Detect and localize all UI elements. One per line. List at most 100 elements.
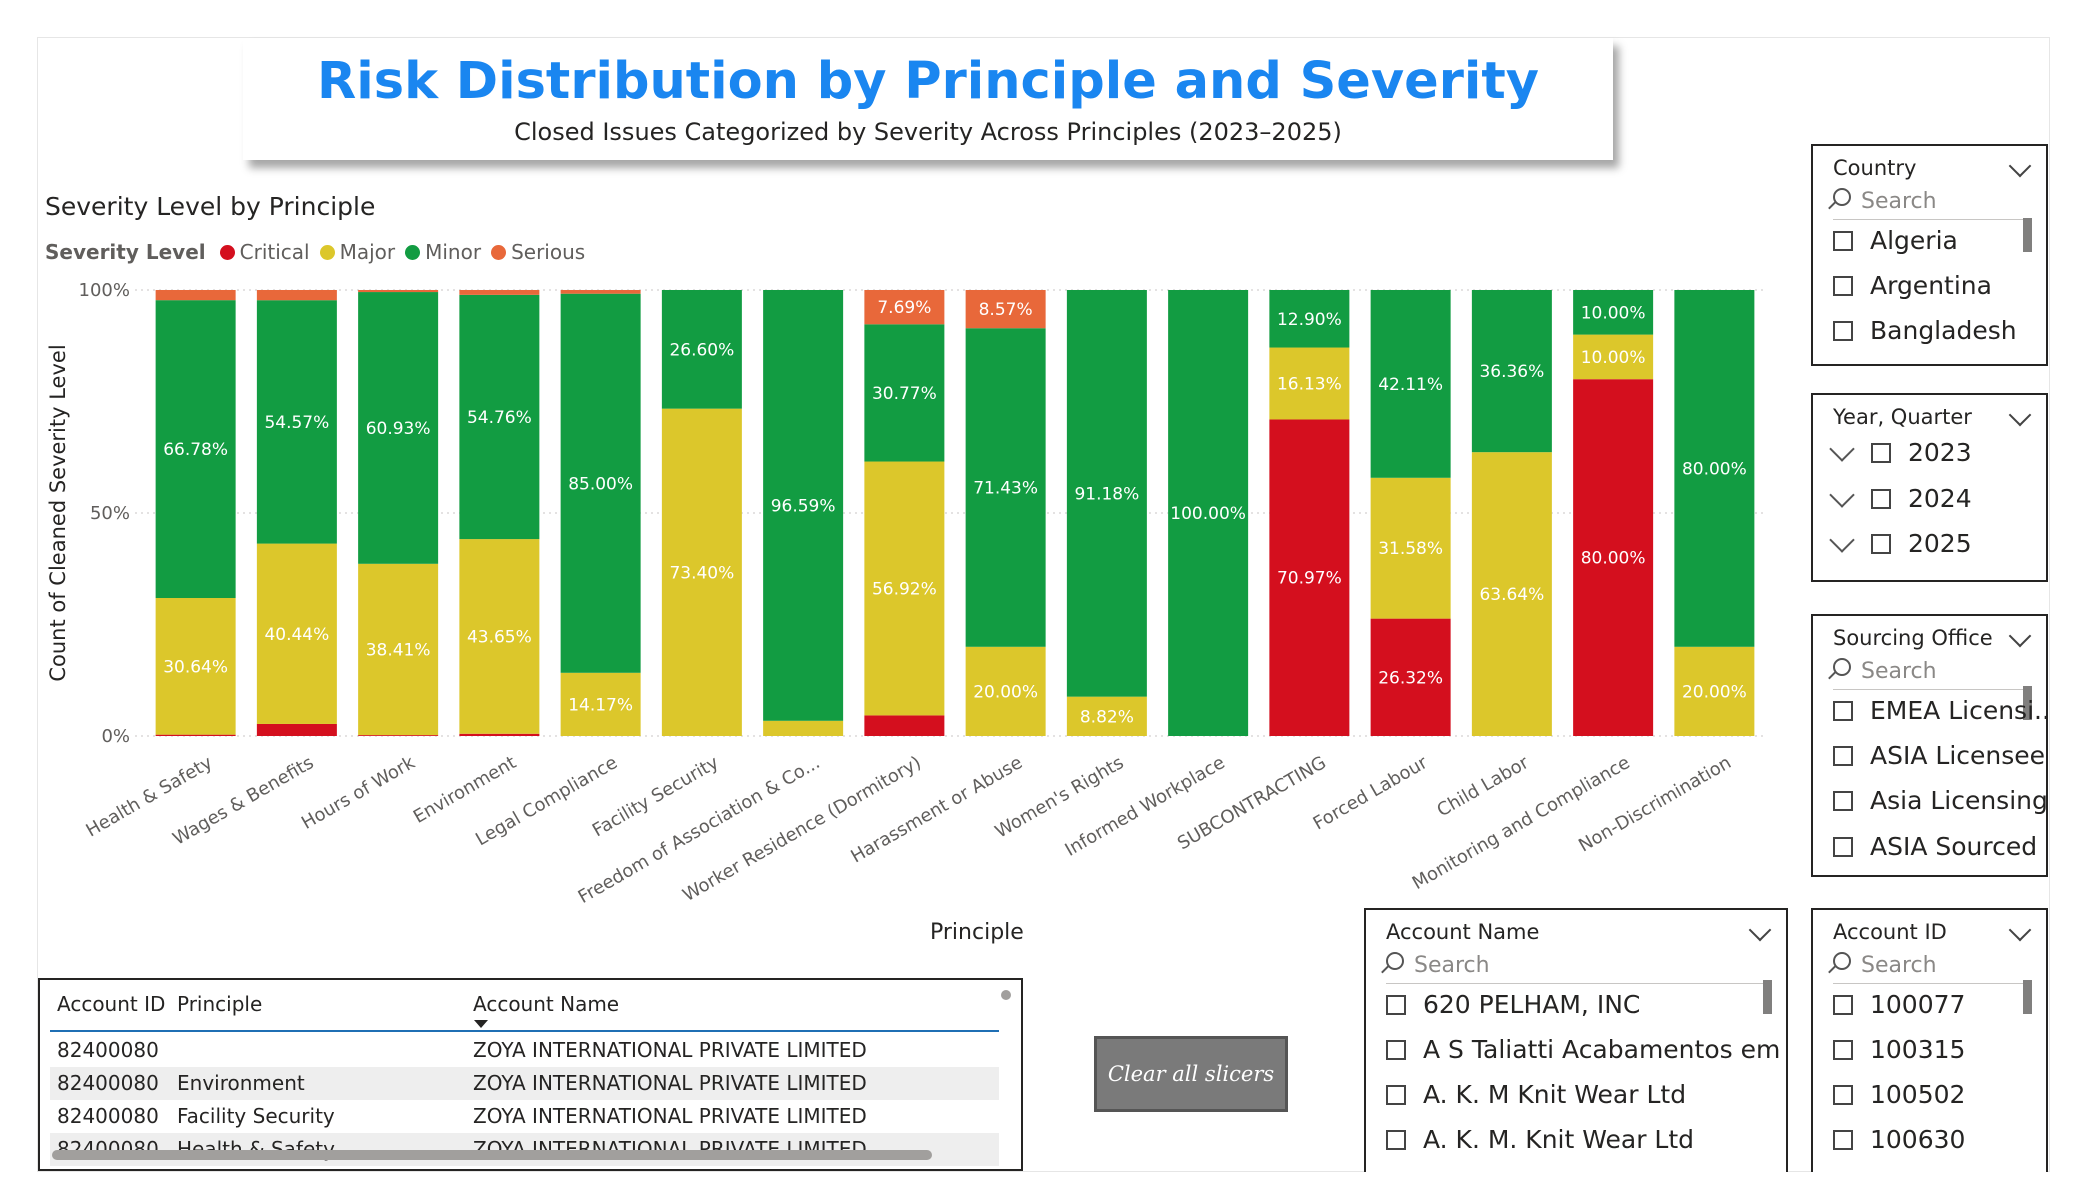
column-header-principle[interactable]: Principle xyxy=(177,992,263,1016)
header-divider xyxy=(50,1030,999,1032)
data-label: 66.78% xyxy=(163,440,228,460)
year-item-2024[interactable]: 2024 xyxy=(1829,481,1972,513)
expand-chevron-icon[interactable] xyxy=(1829,481,1855,508)
chevron-down-icon[interactable] xyxy=(2008,624,2032,648)
legend-item-major[interactable]: Major xyxy=(319,240,395,264)
scrollbar[interactable] xyxy=(1763,980,1772,1014)
account-table: Account ID Principle Account Name 824000… xyxy=(38,978,1023,1171)
data-label: 56.92% xyxy=(872,579,937,599)
legend-item-critical[interactable]: Critical xyxy=(219,240,310,264)
column-header-account-name[interactable]: Account Name xyxy=(473,992,620,1016)
account-id-item[interactable]: 100630 xyxy=(1833,1125,1965,1154)
legend-item-serious[interactable]: Serious xyxy=(491,240,585,264)
data-label: 96.59% xyxy=(771,496,836,516)
checkbox[interactable] xyxy=(1386,1129,1406,1150)
sort-descending-icon[interactable] xyxy=(474,1020,488,1028)
expand-chevron-icon[interactable] xyxy=(1829,526,1855,553)
checkbox[interactable] xyxy=(1386,1039,1406,1060)
account-id-slicer-title: Account ID xyxy=(1833,920,1947,944)
checkbox[interactable] xyxy=(1386,1084,1406,1105)
checkbox[interactable] xyxy=(1833,836,1853,857)
country-item[interactable]: Argentina xyxy=(1833,271,1992,300)
checkbox[interactable] xyxy=(1833,1129,1853,1150)
year-item-2025[interactable]: 2025 xyxy=(1829,526,1972,558)
sourcing-office-item[interactable]: EMEA Licensi... xyxy=(1833,696,2046,725)
bar-segment-major xyxy=(1674,646,1755,736)
scrollbar[interactable] xyxy=(2023,980,2032,1014)
bar-segment-major xyxy=(1066,696,1147,736)
bar-segment-major xyxy=(864,461,945,716)
account-id-item[interactable]: 100315 xyxy=(1833,1035,1965,1064)
data-label: 60.93% xyxy=(366,419,431,439)
checkbox[interactable] xyxy=(1871,488,1891,509)
account-id-item[interactable]: 100502 xyxy=(1833,1080,1965,1109)
scroll-indicator[interactable] xyxy=(1001,990,1011,1000)
account-id-search-input[interactable]: Search xyxy=(1833,952,2026,984)
bar-segment-minor xyxy=(1471,290,1552,453)
x-tick-label: Forced Labour xyxy=(1310,752,1432,835)
checkbox[interactable] xyxy=(1833,230,1853,251)
chevron-down-icon[interactable] xyxy=(2008,918,2032,942)
account-name-item[interactable]: 620 PELHAM, INC xyxy=(1386,990,1640,1019)
bar-segment-minor xyxy=(864,324,945,462)
sourcing-office-item[interactable]: ASIA Licensee xyxy=(1833,741,2045,770)
bar-segment-minor xyxy=(965,328,1046,647)
chevron-down-icon[interactable] xyxy=(2008,403,2032,427)
cell-principle: Facility Security xyxy=(177,1104,335,1128)
year-item-label: 2023 xyxy=(1908,438,1972,467)
legend-title: Severity Level xyxy=(45,240,206,264)
y-tick-label: 100% xyxy=(79,280,130,301)
account-name-item[interactable]: A. K. M. Knit Wear Ltd xyxy=(1386,1125,1694,1154)
account-name-item[interactable]: A. K. M Knit Wear Ltd xyxy=(1386,1080,1686,1109)
checkbox[interactable] xyxy=(1386,994,1406,1015)
country-item[interactable]: Algeria xyxy=(1833,226,1958,255)
column-header-account-id[interactable]: Account ID xyxy=(57,992,166,1016)
checkbox[interactable] xyxy=(1833,1039,1853,1060)
chevron-down-icon[interactable] xyxy=(2008,154,2032,178)
title-card: Risk Distribution by Principle and Sever… xyxy=(243,38,1613,160)
sourcing-office-item[interactable]: Asia Licensing xyxy=(1833,786,2046,815)
legend-item-minor[interactable]: Minor xyxy=(405,240,481,264)
bar-segment-critical xyxy=(1370,618,1451,736)
table-row[interactable]: 82400080 Environment ZOYA INTERNATIONAL … xyxy=(50,1067,999,1100)
checkbox[interactable] xyxy=(1833,700,1853,721)
y-tick-label: 0% xyxy=(101,726,130,747)
data-label: 20.00% xyxy=(973,682,1038,702)
bar-segment-minor xyxy=(661,290,742,409)
bar-segment-major xyxy=(560,672,641,736)
table-row[interactable]: 82400080 ZOYA INTERNATIONAL PRIVATE LIMI… xyxy=(50,1034,999,1067)
account-id-item[interactable]: 100077 xyxy=(1833,990,1965,1019)
country-search-input[interactable]: Search xyxy=(1833,188,2026,220)
sourcing-office-search-input[interactable]: Search xyxy=(1833,658,2026,690)
checkbox[interactable] xyxy=(1833,790,1853,811)
checkbox[interactable] xyxy=(1833,1084,1853,1105)
checkbox[interactable] xyxy=(1833,320,1853,341)
cell-principle: Environment xyxy=(177,1071,305,1095)
checkbox[interactable] xyxy=(1833,994,1853,1015)
table-row[interactable]: 82400080 Facility Security ZOYA INTERNAT… xyxy=(50,1100,999,1133)
checkbox[interactable] xyxy=(1833,745,1853,766)
year-item-2023[interactable]: 2023 xyxy=(1829,435,1972,467)
cell-account-id: 82400080 xyxy=(57,1038,159,1062)
sourcing-office-item[interactable]: ASIA Sourced xyxy=(1833,832,2037,861)
data-label: 36.36% xyxy=(1479,362,1544,382)
data-label: 63.64% xyxy=(1479,585,1544,605)
scrollbar[interactable] xyxy=(2023,218,2032,252)
horizontal-scrollbar[interactable] xyxy=(52,1150,932,1160)
checkbox[interactable] xyxy=(1833,275,1853,296)
checkbox[interactable] xyxy=(1871,442,1891,463)
account-name-item[interactable]: A S Taliatti Acabamentos em ... xyxy=(1386,1035,1786,1064)
account-name-search-input[interactable]: Search xyxy=(1386,952,1766,984)
data-label: 10.00% xyxy=(1581,303,1646,323)
x-tick-label: Hours of Work xyxy=(298,752,419,834)
country-item[interactable]: Bangladesh xyxy=(1833,316,2017,345)
checkbox[interactable] xyxy=(1871,533,1891,554)
scrollbar[interactable] xyxy=(2023,686,2032,720)
legend-label-serious: Serious xyxy=(511,240,586,264)
legend-dot-major xyxy=(319,244,335,260)
data-label: 7.69% xyxy=(877,298,931,318)
search-icon xyxy=(1386,952,1404,970)
expand-chevron-icon[interactable] xyxy=(1829,435,1855,462)
clear-all-slicers-button[interactable]: Clear all slicers xyxy=(1094,1036,1288,1112)
chevron-down-icon[interactable] xyxy=(1748,918,1772,942)
